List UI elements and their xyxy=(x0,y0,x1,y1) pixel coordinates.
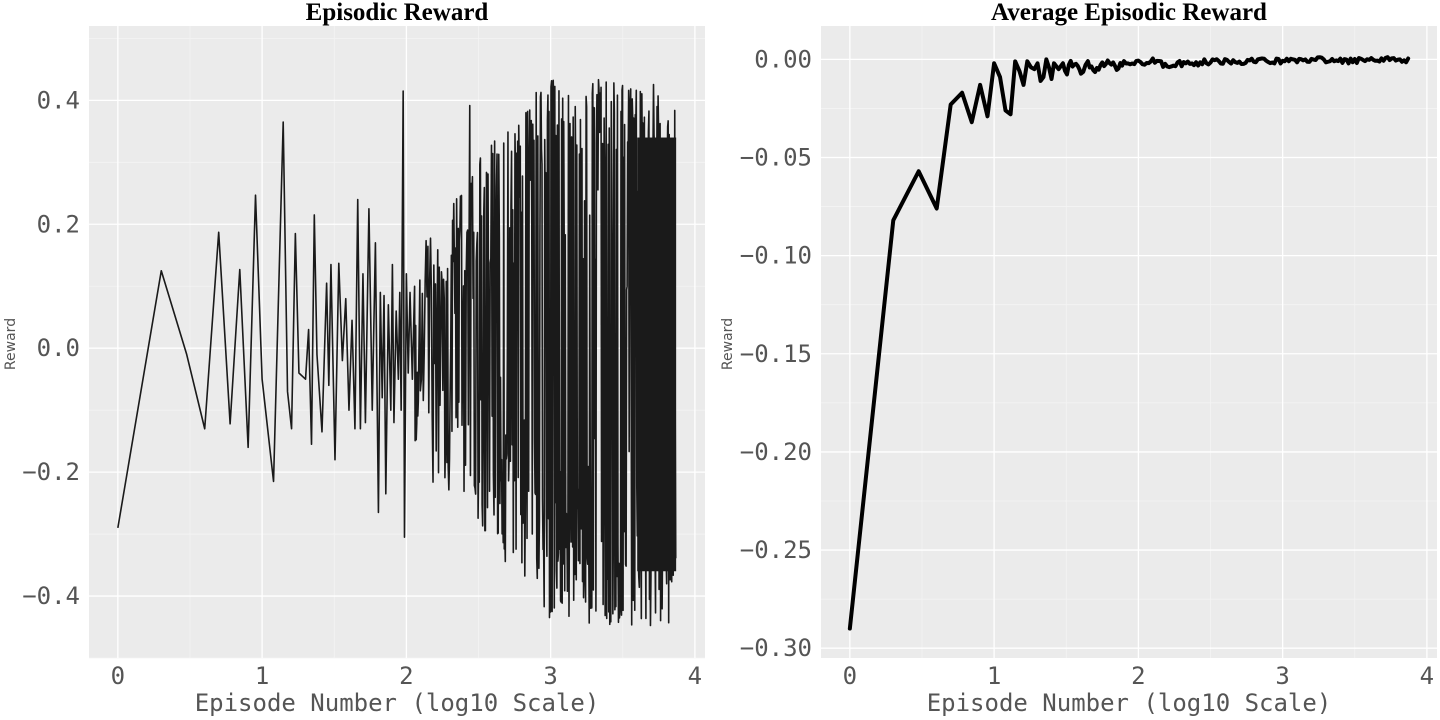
y-tick-label: −0.25 xyxy=(740,536,812,564)
reward-dense-band xyxy=(637,137,677,572)
y-tick-label: −0.10 xyxy=(740,242,812,270)
x-tick-label: 0 xyxy=(111,662,125,690)
x-axis-label: Episode Number (log10 Scale) xyxy=(927,689,1332,717)
y-tick-label: 0.00 xyxy=(754,45,812,73)
grid xyxy=(821,26,1437,658)
x-tick-label: 4 xyxy=(1420,662,1434,690)
y-tick-label: −0.05 xyxy=(740,144,812,172)
x-axis-label: Episode Number (log10 Scale) xyxy=(195,689,600,717)
x-tick-label: 3 xyxy=(543,662,557,690)
chart-title: Episodic Reward xyxy=(306,0,489,26)
series-lines xyxy=(847,55,1411,631)
average-reward-line xyxy=(847,55,1411,631)
y-tick-label: 0.0 xyxy=(37,334,80,362)
y-tick-label: −0.2 xyxy=(22,458,80,486)
y-axis-label: Reward xyxy=(720,318,736,370)
chart-title: Average Episodic Reward xyxy=(991,0,1267,26)
x-tick-label: 4 xyxy=(688,662,702,690)
x-tick-label: 3 xyxy=(1275,662,1289,690)
y-tick-label: 0.2 xyxy=(37,210,80,238)
average-episodic-reward-chart: 0 1 2 3 4 0.00 −0.05 −0.10 −0.15 −0.20 −0.25 −0.30… xyxy=(720,0,1437,717)
y-tick-label: 0.4 xyxy=(37,86,80,114)
y-tick-labels: −0.4 −0.2 0.0 0.2 0.4 xyxy=(22,86,80,610)
y-axis-label: Reward xyxy=(3,318,19,370)
x-tick-label: 1 xyxy=(987,662,1001,690)
y-tick-label: −0.30 xyxy=(740,634,812,662)
x-tick-label: 2 xyxy=(399,662,413,690)
x-tick-label: 0 xyxy=(843,662,857,690)
y-tick-label: −0.15 xyxy=(740,340,812,368)
plot-area xyxy=(821,26,1437,658)
x-tick-labels: 0 1 2 3 4 xyxy=(843,662,1435,690)
x-tick-labels: 0 1 2 3 4 xyxy=(111,662,703,690)
x-tick-label: 1 xyxy=(255,662,269,690)
y-tick-label: −0.4 xyxy=(22,582,80,610)
x-tick-label: 2 xyxy=(1131,662,1145,690)
reward-series-line xyxy=(117,78,677,627)
series-lines xyxy=(117,78,677,627)
y-tick-labels: 0.00 −0.05 −0.10 −0.15 −0.20 −0.25 −0.30 xyxy=(740,45,812,662)
y-tick-label: −0.20 xyxy=(740,438,812,466)
